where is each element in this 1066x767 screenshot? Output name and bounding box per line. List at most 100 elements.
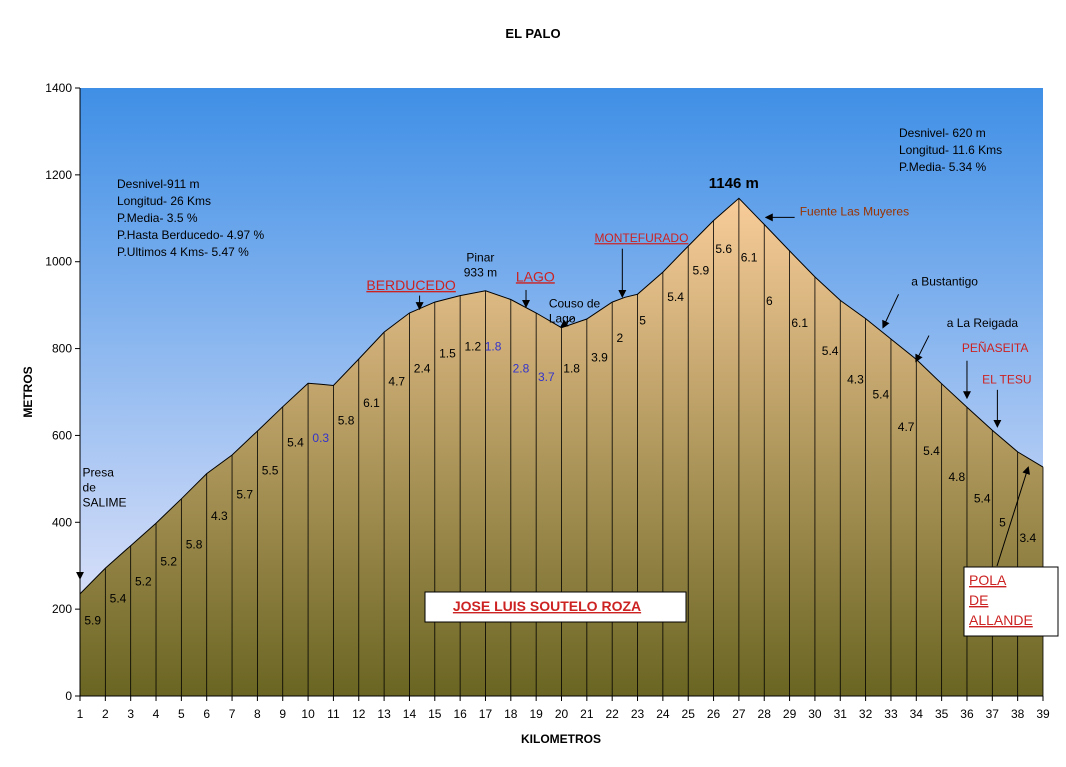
x-tick-label: 10: [301, 707, 315, 721]
segment-label: 5.7: [236, 487, 253, 501]
x-tick-label: 31: [834, 707, 848, 721]
x-tick-label: 20: [555, 707, 569, 721]
segment-label: 2: [616, 331, 623, 345]
x-tick-label: 29: [783, 707, 797, 721]
x-tick-label: 6: [203, 707, 210, 721]
segment-label: 4.8: [948, 470, 965, 484]
y-tick-label: 1400: [45, 81, 72, 95]
x-tick-label: 36: [960, 707, 974, 721]
stat-line: Desnivel- 620 m: [899, 126, 986, 140]
segment-label: 0.3: [312, 431, 329, 445]
annotation-text: de: [83, 481, 97, 495]
segment-label: 2.8: [513, 361, 530, 375]
x-tick-label: 14: [403, 707, 417, 721]
segment-label: 1.8: [485, 340, 502, 354]
segment-label: 5.9: [693, 264, 710, 278]
x-tick-label: 16: [453, 707, 467, 721]
annotation-text: BERDUCEDO: [366, 277, 456, 293]
segment-label: 6: [766, 294, 773, 308]
end-point-label: POLA DE ALLANDE: [969, 572, 1033, 628]
segment-label: 5.9: [84, 613, 101, 627]
segment-grade-labels: 5.9 5.4 5.2 5.2 5.8 4.3 5.7 5.5 5.4 0.3 5.8 6.1 4.7 2…: [84, 242, 1036, 627]
x-tick-label: 13: [377, 707, 391, 721]
x-tick-label: 19: [529, 707, 543, 721]
segment-label: 5.4: [923, 444, 940, 458]
x-tick-label: 34: [910, 707, 924, 721]
segment-label: 5.4: [667, 290, 684, 304]
segment-label: 6.1: [741, 251, 758, 265]
end-point-text: POLA: [969, 572, 1007, 588]
annotation: 1146 m: [709, 175, 759, 192]
x-tick-label: 2: [102, 707, 109, 721]
stat-line: P.Hasta Berducedo- 4.97 %: [117, 228, 265, 242]
x-tick-label: 15: [428, 707, 442, 721]
author-box: JOSE LUIS SOUTELO ROZA: [424, 591, 687, 623]
x-tick-label: 17: [479, 707, 493, 721]
annotation-text: Pinar: [466, 251, 494, 265]
annotation: BERDUCEDO: [366, 277, 456, 311]
segment-label: 5.8: [338, 414, 355, 428]
y-tick-label: 600: [52, 428, 72, 442]
annotation-text: SALIME: [83, 496, 127, 510]
segment-label: 1.5: [439, 346, 456, 360]
segment-label: 3.9: [591, 351, 608, 365]
annotation-arrow: [915, 335, 930, 363]
segment-label: 1.2: [464, 340, 481, 354]
y-axis-label: METROS: [21, 366, 35, 417]
stat-line: Longitud- 11.6 Kms: [899, 143, 1002, 157]
x-tick-label: 27: [732, 707, 746, 721]
segment-label: 5: [639, 314, 646, 328]
segment-label: 5: [999, 516, 1006, 530]
y-tick-label: 200: [52, 602, 72, 616]
x-axis-ticks: 1 2 3 4 5 6 7 8 9 10 11 12 13 14 15 16 17 18 19 20 21 22 23 24 2…: [77, 696, 1050, 721]
stat-line: P.Media- 3.5 %: [117, 211, 198, 225]
annotation: PEÑASEITA: [962, 341, 1028, 400]
segment-label: 5.4: [872, 388, 889, 402]
annotation-arrow: [559, 316, 575, 328]
y-tick-label: 1200: [45, 168, 72, 182]
x-tick-label: 1: [77, 707, 84, 721]
annotation: a La Reigada: [915, 316, 1018, 363]
segment-label: 4.3: [847, 372, 864, 386]
y-tick-label: 0: [65, 689, 72, 703]
annotation-text: EL TESU: [982, 372, 1031, 386]
author-box-frame: [424, 591, 687, 623]
segment-label: 6.1: [791, 316, 808, 330]
x-tick-label: 9: [279, 707, 286, 721]
end-point-box: POLA DE ALLANDE: [963, 466, 1059, 637]
segment-label: 4.7: [388, 374, 405, 388]
annotation-text: 933 m: [464, 266, 497, 280]
segment-label: 5.4: [974, 492, 991, 506]
segment-label: 4.3: [211, 509, 228, 523]
annotation: Fuente Las Muyeres: [764, 205, 909, 222]
annotation: a Bustantigo: [882, 275, 978, 329]
chart-title: EL PALO: [505, 26, 560, 41]
annotation: MONTEFURADO: [594, 231, 688, 299]
x-tick-label: 18: [504, 707, 518, 721]
segment-label: 5.4: [287, 435, 304, 449]
annotation-text: PEÑASEITA: [962, 341, 1028, 355]
segment-label: 5.6: [715, 242, 732, 256]
y-tick-label: 1000: [45, 255, 72, 269]
stat-line: Desnivel-911 m: [117, 177, 199, 191]
x-tick-label: 21: [580, 707, 594, 721]
elevation-line: [79, 197, 1044, 595]
annotation-text: a Bustantigo: [911, 275, 978, 289]
stat-line: P.Ultimos 4 Kms- 5.47 %: [117, 245, 249, 259]
x-tick-label: 4: [153, 707, 160, 721]
x-tick-label: 8: [254, 707, 261, 721]
y-tick-label: 800: [52, 342, 72, 356]
x-tick-label: 30: [808, 707, 822, 721]
annotation-text: Lago: [549, 311, 576, 325]
segment-label: 3.4: [1019, 531, 1036, 545]
segment-label: 5.4: [822, 344, 839, 358]
x-axis-label: KILOMETROS: [521, 732, 601, 746]
segment-label: 6.1: [363, 396, 380, 410]
y-tick-label: 400: [52, 515, 72, 529]
segment-label: 5.2: [160, 555, 177, 569]
annotation-text: Fuente Las Muyeres: [800, 205, 909, 219]
x-tick-label: 5: [178, 707, 185, 721]
segment-label: 4.7: [898, 420, 915, 434]
stat-line: Longitud- 26 Kms: [117, 194, 211, 208]
